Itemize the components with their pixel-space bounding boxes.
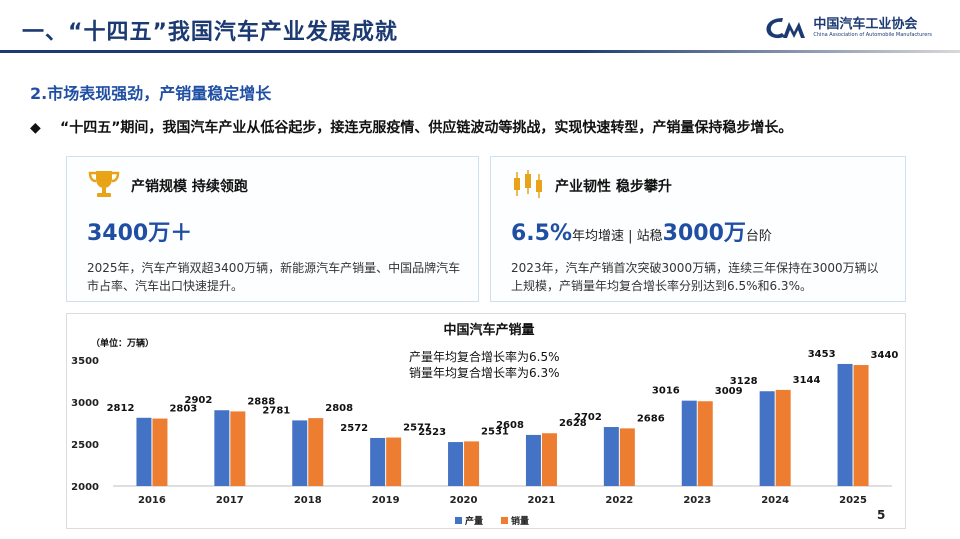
data-label-production-2021: 2608 (496, 420, 524, 431)
data-label-production-2018: 2781 (262, 405, 290, 416)
data-label-production-2019: 2572 (340, 423, 368, 434)
card-resilience-title: 产业韧性 稳步攀升 (555, 179, 672, 195)
card-resilience-numbers: 6.5%年均增速 | 站稳3000万台阶 (511, 215, 772, 247)
x-tick-label: 2025 (839, 495, 867, 506)
data-label-sales-2020: 2531 (481, 426, 509, 437)
x-tick-label: 2024 (761, 495, 789, 506)
y-tick-label: 2500 (71, 440, 99, 451)
bar-production-2016 (136, 417, 152, 486)
y-tick-label: 2000 (71, 482, 99, 493)
page-number: 5 (877, 508, 886, 522)
data-label-sales-2021: 2628 (559, 418, 587, 429)
chart-annotation-sales: 销量年均复合增长率为6.3% (409, 365, 560, 380)
data-label-sales-2023: 3009 (715, 386, 743, 397)
growth-rate-value: 6.5% (511, 221, 573, 246)
bullet-text: “十四五”期间，我国汽车产业从低谷起步，接连克服疫情、供应链波动等挑战，实现快速… (60, 120, 793, 136)
bar-sales-2016 (152, 418, 168, 486)
caam-logo: 中国汽车工业协会 China Association of Automobile… (763, 14, 932, 42)
card-scale: 产销规模 持续领跑 3400万＋ 2025年，汽车产销双超3400万辆，新能源汽… (66, 156, 479, 302)
growth-rate-label: 年均增速 | 站稳 (572, 229, 663, 244)
bar-sales-2018 (308, 418, 324, 486)
data-label-sales-2019: 2577 (403, 423, 431, 434)
chart-unit-label: （单位：万辆） (91, 337, 154, 349)
level-value: 3000万 (662, 221, 746, 246)
data-label-production-2016: 2812 (107, 403, 135, 414)
bar-sales-2017 (230, 411, 246, 486)
section-title: 2.市场表现强劲，产销量稳定增长 (30, 84, 272, 103)
bar-sales-2019 (386, 437, 402, 486)
data-label-sales-2018: 2808 (325, 403, 353, 414)
chart-panel: 中国汽车产销量 （单位：万辆） 产量年均复合增长率为6.5% 销量年均复合增长率… (66, 313, 906, 529)
bar-sales-2023 (697, 401, 713, 486)
x-tick-label: 2022 (605, 495, 633, 506)
logo-en-text: China Association of Automobile Manufact… (813, 32, 932, 38)
page-title: 一、“十四五”我国汽车产业发展成就 (22, 20, 398, 45)
bar-sales-2022 (619, 428, 635, 486)
card-resilience: 产业韧性 稳步攀升 6.5%年均增速 | 站稳3000万台阶 2023年，汽车产… (490, 156, 906, 302)
data-label-production-2017: 2902 (185, 395, 213, 406)
bar-production-2025 (837, 363, 853, 486)
candlestick-icon (514, 170, 542, 198)
bar-production-2018 (292, 420, 308, 486)
y-tick-label: 3000 (71, 398, 99, 409)
caam-logo-icon (766, 18, 806, 39)
x-tick-label: 2021 (528, 495, 556, 506)
bar-sales-2025 (853, 365, 869, 486)
legend-swatch-production (455, 517, 462, 524)
legend-label-production: 产量 (465, 515, 483, 527)
bar-production-2019 (370, 437, 386, 486)
x-tick-label: 2016 (138, 495, 166, 506)
bar-production-2022 (603, 427, 619, 486)
x-tick-label: 2020 (450, 495, 478, 506)
y-tick-label: 3500 (71, 356, 99, 367)
chart-title: 中国汽车产销量 (443, 322, 534, 338)
production-sales-bar-chart: 中国汽车产销量 （单位：万辆） 产量年均复合增长率为6.5% 销量年均复合增长率… (71, 322, 899, 527)
data-label-sales-2017: 2888 (247, 396, 275, 407)
card-resilience-description: 2023年，汽车产销首次突破3000万辆，连续三年保持在3000万辆以上规模，产… (511, 261, 879, 293)
bar-production-2020 (448, 442, 464, 486)
bar-production-2021 (525, 434, 541, 486)
data-label-sales-2024: 3144 (793, 375, 821, 386)
card-scale-description: 2025年，汽车产销双超3400万辆，新能源汽车产销量、中国品牌汽车市占率、汽车… (87, 261, 461, 293)
x-tick-label: 2018 (294, 495, 322, 506)
data-label-production-2022: 2702 (574, 412, 602, 423)
bar-sales-2024 (775, 389, 791, 486)
data-label-production-2024: 3128 (730, 376, 758, 387)
chart-annotation-production: 产量年均复合增长率为6.5% (409, 349, 560, 364)
header-divider (0, 50, 960, 53)
bar-production-2023 (681, 400, 697, 486)
bar-sales-2021 (541, 433, 557, 486)
x-tick-label: 2023 (683, 495, 711, 506)
trophy-icon (88, 171, 120, 197)
x-tick-label: 2017 (216, 495, 244, 506)
data-label-sales-2022: 2686 (637, 413, 665, 424)
bar-production-2024 (759, 391, 775, 486)
x-tick-label: 2019 (372, 495, 400, 506)
legend-swatch-sales (501, 517, 508, 524)
diamond-bullet-icon: ◆ (30, 120, 41, 136)
bullet-line: ◆ “十四五”期间，我国汽车产业从低谷起步，接连克服疫情、供应链波动等挑战，实现快… (30, 117, 792, 137)
data-label-sales-2025: 3440 (871, 350, 899, 361)
data-label-production-2025: 3453 (808, 349, 836, 360)
logo-cn-text: 中国汽车工业协会 (813, 17, 918, 32)
legend-label-sales: 销量 (511, 515, 529, 527)
card-scale-number: 3400万＋ (87, 221, 193, 246)
data-label-production-2020: 2523 (418, 427, 446, 438)
bar-sales-2020 (464, 441, 480, 486)
data-label-sales-2016: 2803 (169, 404, 197, 415)
level-label: 台阶 (745, 229, 772, 244)
bar-production-2017 (214, 410, 230, 486)
data-label-production-2023: 3016 (652, 386, 680, 397)
card-scale-title: 产销规模 持续领跑 (131, 179, 248, 195)
